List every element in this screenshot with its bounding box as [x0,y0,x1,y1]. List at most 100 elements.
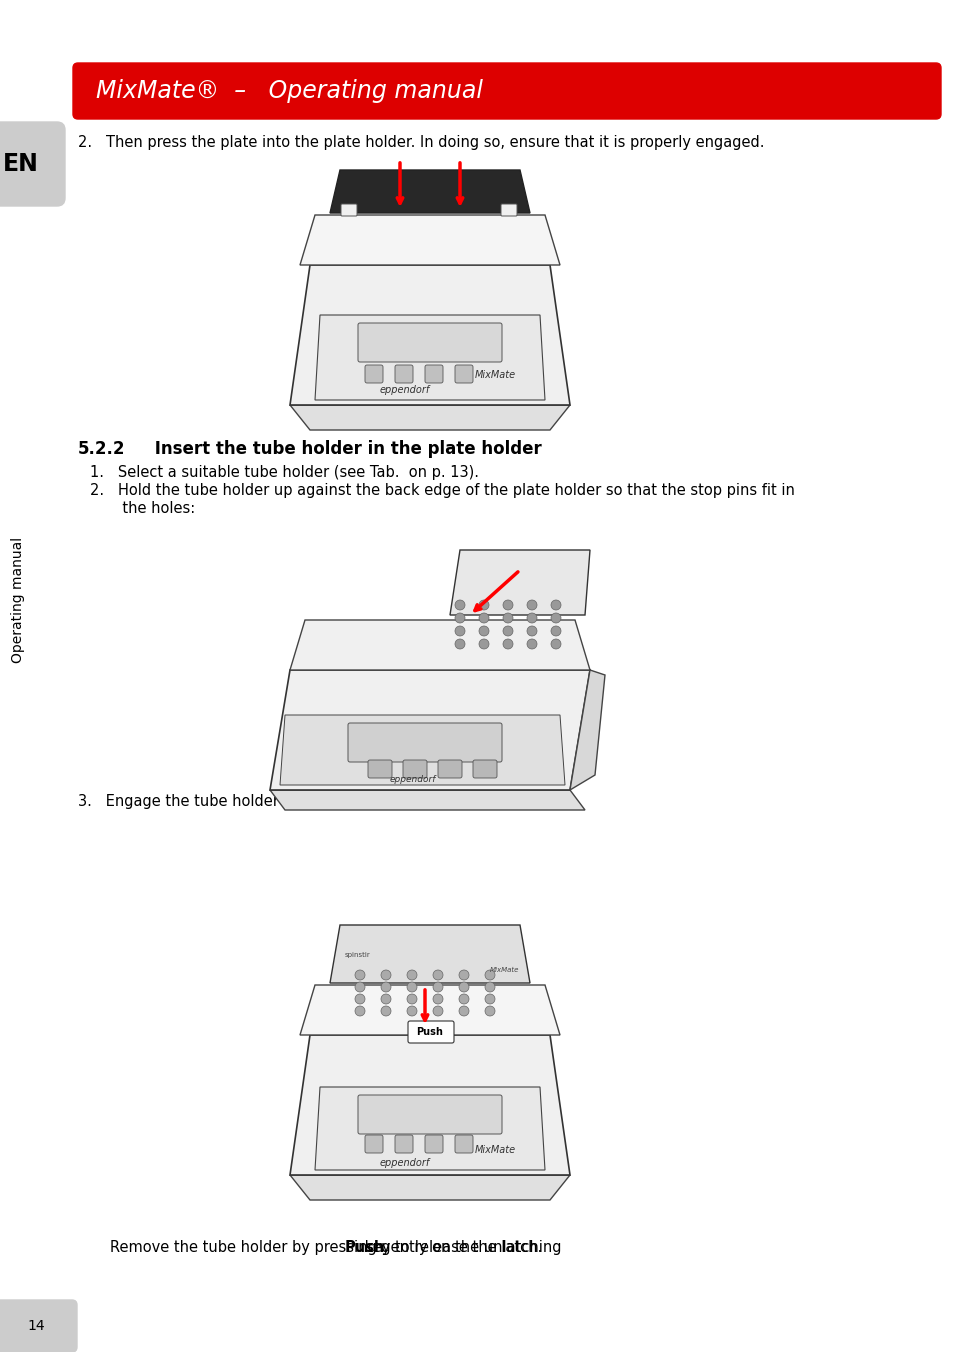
Polygon shape [299,215,559,265]
FancyBboxPatch shape [365,1134,382,1153]
Circle shape [407,982,416,992]
FancyBboxPatch shape [0,1301,77,1352]
Circle shape [478,639,489,649]
Polygon shape [299,986,559,1036]
Circle shape [502,639,513,649]
FancyBboxPatch shape [73,64,940,119]
Text: 5.2.2: 5.2.2 [78,439,126,458]
Text: Push: Push [344,1240,384,1255]
Polygon shape [290,406,569,430]
FancyBboxPatch shape [424,1134,442,1153]
Circle shape [526,600,537,610]
FancyBboxPatch shape [340,204,356,216]
Circle shape [458,969,469,980]
Circle shape [526,626,537,635]
Text: MixMate®  –   Operating manual: MixMate® – Operating manual [96,78,482,103]
Circle shape [455,612,464,623]
Circle shape [380,1006,391,1015]
Text: 2.   Hold the tube holder up against the back edge of the plate holder so that t: 2. Hold the tube holder up against the b… [90,483,794,498]
FancyBboxPatch shape [402,760,427,777]
Circle shape [355,1006,365,1015]
Circle shape [478,600,489,610]
Text: 2.   Then press the plate into the plate holder. In doing so, ensure that it is : 2. Then press the plate into the plate h… [78,135,763,150]
Text: MixMate: MixMate [475,370,516,380]
FancyBboxPatch shape [408,1021,454,1042]
Circle shape [407,994,416,1005]
FancyBboxPatch shape [357,1095,501,1134]
Circle shape [380,969,391,980]
Circle shape [484,982,495,992]
Circle shape [551,639,560,649]
FancyBboxPatch shape [455,1134,473,1153]
Text: 1.   Select a suitable tube holder (see Tab.  on p. 13).: 1. Select a suitable tube holder (see Ta… [90,465,478,480]
Polygon shape [270,790,584,810]
Text: MixMate: MixMate [475,1145,516,1155]
FancyBboxPatch shape [473,760,497,777]
Circle shape [484,994,495,1005]
Circle shape [433,994,442,1005]
Circle shape [380,982,391,992]
Text: eppendorf: eppendorf [379,1159,430,1168]
FancyBboxPatch shape [424,365,442,383]
Circle shape [502,626,513,635]
Circle shape [484,1006,495,1015]
Text: Insert the tube holder in the plate holder: Insert the tube holder in the plate hold… [126,439,541,458]
Polygon shape [290,1036,569,1175]
Text: spinstir: spinstir [345,952,371,959]
Polygon shape [280,715,564,786]
FancyBboxPatch shape [368,760,392,777]
Circle shape [458,982,469,992]
Polygon shape [314,1087,544,1169]
Polygon shape [450,550,589,615]
Circle shape [455,639,464,649]
Circle shape [355,969,365,980]
Circle shape [502,600,513,610]
Text: 14: 14 [27,1320,45,1333]
Polygon shape [330,925,530,983]
FancyBboxPatch shape [437,760,461,777]
Text: Push: Push [416,1028,443,1037]
Circle shape [526,612,537,623]
FancyBboxPatch shape [395,1134,413,1153]
Circle shape [551,600,560,610]
FancyBboxPatch shape [348,723,501,763]
Circle shape [551,626,560,635]
Text: eppendorf: eppendorf [379,385,430,395]
Polygon shape [569,671,604,790]
FancyBboxPatch shape [395,365,413,383]
Polygon shape [290,621,589,671]
Text: the holes:: the holes: [90,502,195,516]
Polygon shape [290,1175,569,1201]
Circle shape [407,969,416,980]
Circle shape [502,612,513,623]
Circle shape [407,1006,416,1015]
Polygon shape [270,671,589,790]
Text: 3.   Engage the tube holder by pressing gently on the front.: 3. Engage the tube holder by pressing ge… [78,794,515,808]
Text: EN: EN [3,151,39,176]
Circle shape [433,969,442,980]
Circle shape [478,626,489,635]
FancyBboxPatch shape [365,365,382,383]
Circle shape [526,639,537,649]
FancyBboxPatch shape [500,204,517,216]
Text: Remove the tube holder by pressing gently on the unlatching: Remove the tube holder by pressing gentl… [110,1240,565,1255]
Circle shape [458,1006,469,1015]
Circle shape [455,626,464,635]
Text: MixMate: MixMate [490,967,518,973]
Circle shape [355,982,365,992]
Circle shape [458,994,469,1005]
Circle shape [484,969,495,980]
FancyBboxPatch shape [357,323,501,362]
Circle shape [355,994,365,1005]
Polygon shape [290,265,569,406]
Text: Operating manual: Operating manual [11,537,25,662]
FancyBboxPatch shape [0,122,65,206]
Polygon shape [314,315,544,400]
Circle shape [433,1006,442,1015]
Polygon shape [330,170,530,214]
Circle shape [478,612,489,623]
Circle shape [551,612,560,623]
Circle shape [433,982,442,992]
FancyBboxPatch shape [455,365,473,383]
Text: eppendorf: eppendorf [390,776,436,784]
